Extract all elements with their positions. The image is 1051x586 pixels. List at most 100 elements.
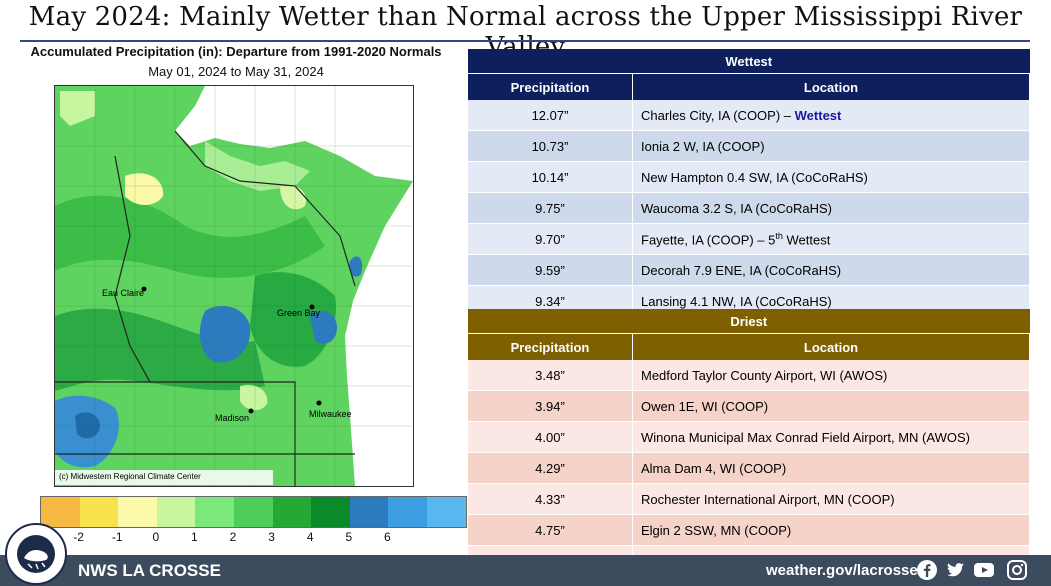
location-name: Owen 1E, WI (COOP): [641, 398, 769, 414]
wettest-title: Wettest: [468, 49, 1030, 74]
legend-tick-label: 1: [191, 530, 198, 544]
wettest-tag: Wettest: [794, 107, 842, 123]
legend-tick-label: 4: [306, 530, 314, 544]
location-cell: Waucoma 3.2 S, IA (CoCoRaHS): [632, 192, 1030, 224]
location-cell: Rochester International Airport, MN (COO…: [632, 483, 1030, 515]
location-name: Charles City, IA (COOP) –: [641, 107, 795, 123]
legend-color-bar: [40, 496, 467, 528]
wettest-table: Wettest Precipitation Location 12.07” Cha…: [468, 49, 1030, 317]
page-title: May 2024: Mainly Wetter than Normal acro…: [28, 2, 1023, 62]
twitter-icon[interactable]: [944, 559, 966, 581]
title-divider: [20, 40, 1030, 42]
legend-swatch: [349, 497, 389, 527]
rank-label: Wettest: [782, 232, 831, 248]
location-cell: Elgin 2 SSW, MN (COOP): [632, 514, 1030, 546]
location-cell: Medford Taylor County Airport, WI (AWOS): [632, 360, 1030, 391]
legend-tick-label: 5: [345, 530, 353, 544]
youtube-icon[interactable]: [973, 559, 995, 581]
office-name: NWS LA CROSSE: [78, 561, 221, 580]
website-link[interactable]: weather.gov/lacrosse: [766, 562, 918, 579]
legend-tick-label: -2: [73, 530, 84, 544]
table-row: 12.07” Charles City, IA (COOP) – Wettest: [468, 100, 1030, 131]
location-cell: Alma Dam 4, WI (COOP): [632, 452, 1030, 484]
location-name: Waucoma 3.2 S, IA (CoCoRaHS): [641, 200, 832, 216]
precipitation-value: 4.29”: [468, 452, 633, 484]
legend-swatch: [195, 497, 234, 527]
location-name: New Hampton 0.4 SW, IA (CoCoRaHS): [641, 169, 868, 185]
table-row: 3.94” Owen 1E, WI (COOP): [468, 390, 1030, 422]
legend-tick-label: 3: [268, 530, 275, 544]
location-cell: New Hampton 0.4 SW, IA (CoCoRaHS): [632, 161, 1030, 193]
location-name: Rochester International Airport, MN (COO…: [641, 491, 895, 507]
map-credit: (c) Midwestern Regional Climate Center: [59, 472, 201, 481]
ordinal-suffix: th: [775, 230, 783, 241]
precipitation-value: 3.48”: [468, 360, 633, 391]
legend-swatch: [79, 497, 119, 527]
legend-tick-label: 0: [152, 530, 160, 544]
table-row: 3.48” Medford Taylor County Airport, WI (…: [468, 360, 1030, 391]
precipitation-value: 12.07”: [468, 100, 633, 131]
table-row: 4.75” Elgin 2 SSW, MN (COOP): [468, 514, 1030, 546]
legend-swatch: [272, 497, 312, 527]
legend-swatch: [156, 497, 196, 527]
instagram-icon[interactable]: [1006, 559, 1028, 581]
map-graphic: [55, 86, 413, 486]
table-row: 9.70” Fayette, IA (COOP) – 5th Wettest: [468, 223, 1030, 255]
precipitation-departure-map: Eau Claire Green Bay Madison Milwaukee (…: [54, 85, 414, 487]
legend-swatch: [311, 497, 350, 527]
location-name: Ionia 2 W, IA (COOP): [641, 138, 765, 154]
precipitation-value: 4.33”: [468, 483, 633, 515]
location-name: Lansing 4.1 NW, IA (CoCoRaHS): [641, 293, 832, 309]
facebook-icon[interactable]: [916, 559, 938, 581]
color-legend: -2 -1 0 1 2 3 4 5 6: [40, 496, 467, 546]
precipitation-value: 4.75”: [468, 514, 633, 546]
driest-title: Driest: [468, 309, 1030, 334]
location-cell: Fayette, IA (COOP) – 5th Wettest: [632, 223, 1030, 255]
precipitation-value: 10.14”: [468, 161, 633, 193]
driest-table: Driest Precipitation Location 3.48” Medfo…: [468, 309, 1030, 577]
precipitation-value: 10.73”: [468, 130, 633, 162]
location-name: Fayette, IA (COOP) – 5: [641, 232, 776, 248]
location-cell: Ionia 2 W, IA (COOP): [632, 130, 1030, 162]
location-cell: Decorah 7.9 ENE, IA (CoCoRaHS): [632, 254, 1030, 286]
location-name: Alma Dam 4, WI (COOP): [641, 460, 787, 476]
table-row: 4.33” Rochester International Airport, MN…: [468, 483, 1030, 515]
precipitation-value: 9.70”: [468, 223, 633, 255]
city-label-milwaukee: Milwaukee: [309, 409, 352, 419]
city-label-eau-claire: Eau Claire: [102, 288, 145, 298]
location-name: Elgin 2 SSW, MN (COOP): [641, 522, 792, 538]
legend-swatch: [388, 497, 427, 527]
driest-col-precipitation: Precipitation: [468, 333, 633, 360]
legend-swatch: [233, 497, 273, 527]
table-row: 9.75” Waucoma 3.2 S, IA (CoCoRaHS): [468, 192, 1030, 224]
precipitation-value: 3.94”: [468, 390, 633, 422]
legend-swatch: [426, 497, 466, 527]
table-row: 9.59” Decorah 7.9 ENE, IA (CoCoRaHS): [468, 254, 1030, 286]
city-label-madison: Madison: [215, 413, 250, 423]
precipitation-value: 9.59”: [468, 254, 633, 286]
map-date-range: May 01, 2024 to May 31, 2024: [148, 64, 324, 79]
legend-ticks: -2 -1 0 1 2 3 4 5 6: [40, 530, 467, 546]
city-label-green-bay: Green Bay: [277, 308, 321, 318]
map-caption: Accumulated Precipitation (in): Departur…: [30, 44, 442, 59]
location-name: Winona Municipal Max Conrad Field Airpor…: [641, 429, 970, 445]
location-cell: Charles City, IA (COOP) – Wettest: [632, 100, 1030, 131]
table-row: 10.73” Ionia 2 W, IA (COOP): [468, 130, 1030, 162]
precipitation-value: 4.00”: [468, 421, 633, 453]
legend-tick-label: 6: [384, 530, 391, 544]
location-name: Decorah 7.9 ENE, IA (CoCoRaHS): [641, 262, 842, 278]
table-row: 4.29” Alma Dam 4, WI (COOP): [468, 452, 1030, 484]
table-row: 10.14” New Hampton 0.4 SW, IA (CoCoRaHS): [468, 161, 1030, 193]
legend-swatch: [41, 497, 80, 527]
driest-col-location: Location: [632, 333, 1030, 360]
footer-bar: NWS LA CROSSE weather.gov/lacrosse: [0, 555, 1051, 586]
precipitation-value: 9.75”: [468, 192, 633, 224]
location-cell: Owen 1E, WI (COOP): [632, 390, 1030, 422]
wettest-col-location: Location: [632, 73, 1030, 100]
table-row: 4.00” Winona Municipal Max Conrad Field A…: [468, 421, 1030, 453]
legend-tick-label: 2: [229, 530, 237, 544]
nws-logo-icon: [5, 523, 67, 585]
wettest-col-precipitation: Precipitation: [468, 73, 633, 100]
location-cell: Winona Municipal Max Conrad Field Airpor…: [632, 421, 1030, 453]
legend-tick-label: -1: [111, 530, 123, 544]
